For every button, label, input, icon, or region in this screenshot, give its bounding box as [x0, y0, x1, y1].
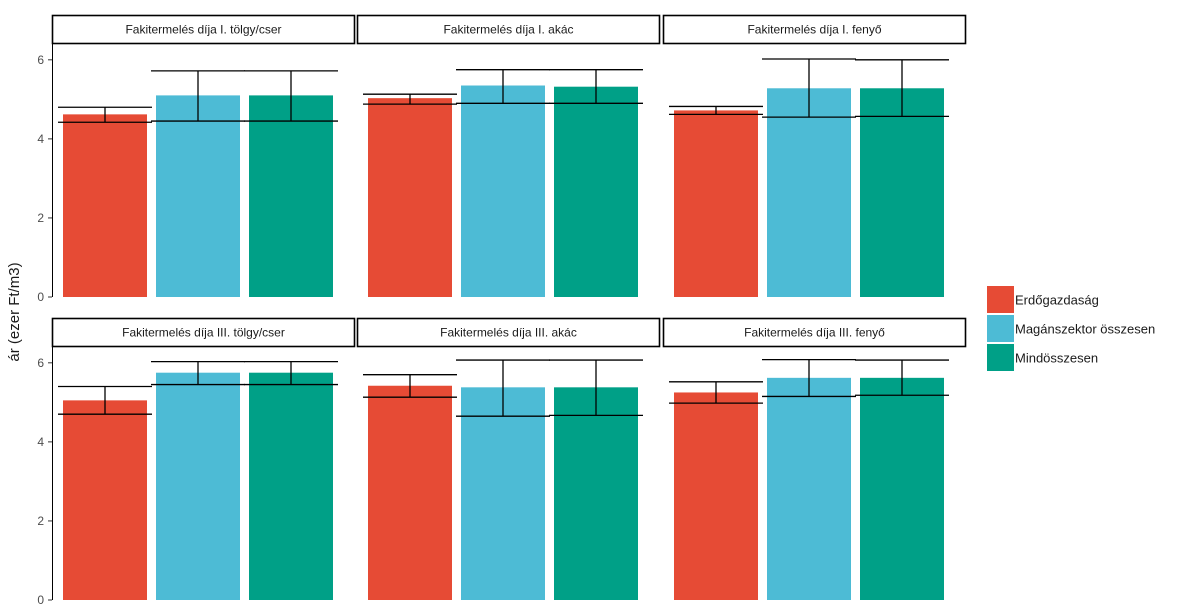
legend-label: Mindösszesen: [1015, 351, 1098, 366]
error-bar: [456, 69, 550, 104]
y-tick-label: 6: [37, 356, 44, 370]
facet-fakitermeles-dija-i-tolgy-cser: Fakitermelés díja I. tölgy/cser 0 2 4 6: [37, 14, 356, 304]
y-axis-label: ár (ezer Ft/m3): [6, 262, 23, 361]
legend-swatch: [987, 315, 1014, 342]
y-tick-label: 2: [37, 211, 44, 225]
facet-fakitermeles-dija-i-akac: Fakitermelés díja I. akác: [356, 14, 661, 298]
facet-title: Fakitermelés díja III. akác: [440, 326, 577, 340]
error-bar: [151, 70, 245, 122]
facet-strip: [51, 14, 356, 45]
bar-mindosszesen: [860, 377, 944, 600]
error-bar: [549, 359, 643, 417]
error-bar: [151, 360, 245, 386]
error-bar: [363, 374, 457, 398]
bar-erdogazdasag: [674, 110, 758, 297]
legend: Erdőgazdaság Magánszektor összesen Mindöss…: [987, 286, 1155, 371]
error-bar: [244, 70, 338, 122]
legend-item-mindosszesen: Mindösszesen: [987, 344, 1098, 371]
y-tick-label: 0: [37, 593, 44, 607]
y-axis: 0 2 4 6: [37, 347, 53, 607]
legend-label: Magánszektor összesen: [1015, 322, 1155, 337]
error-bar: [549, 69, 643, 104]
error-bar: [762, 358, 856, 398]
bar-mindosszesen: [249, 372, 333, 600]
legend-swatch: [987, 344, 1014, 371]
y-tick-label: 2: [37, 514, 44, 528]
error-bar: [244, 360, 338, 386]
y-tick-label: 4: [37, 132, 44, 146]
legend-item-maganszektor-osszesen: Magánszektor összesen: [987, 315, 1155, 342]
facet-title: Fakitermelés díja I. tölgy/cser: [125, 23, 281, 37]
bar-mindosszesen: [554, 86, 638, 297]
error-bar: [669, 105, 763, 116]
error-bar: [58, 385, 152, 415]
facet-strip: [662, 14, 967, 45]
facet-title: Fakitermelés díja I. akác: [443, 23, 573, 37]
facet-title: Fakitermelés díja I. fenyő: [747, 23, 881, 37]
bar-maganszektor-osszesen: [156, 372, 240, 600]
bar-maganszektor-osszesen: [461, 387, 545, 600]
facet-fakitermeles-dija-iii-akac: Fakitermelés díja III. akác: [356, 317, 661, 600]
bar-erdogazdasag: [368, 385, 452, 600]
bar-erdogazdasag: [368, 98, 452, 298]
legend-label: Erdőgazdaság: [1015, 293, 1099, 308]
facet-fakitermeles-dija-i-fenyo: Fakitermelés díja I. fenyő: [662, 14, 967, 298]
bar-maganszektor-osszesen: [767, 377, 851, 600]
bar-mindosszesen: [249, 95, 333, 297]
y-tick-label: 6: [37, 53, 44, 67]
bar-erdogazdasag: [674, 392, 758, 600]
bar-erdogazdasag: [63, 400, 147, 600]
bar-maganszektor-osszesen: [461, 85, 545, 297]
facet-strip: [662, 317, 967, 348]
error-bar: [855, 359, 949, 396]
bar-mindosszesen: [860, 88, 944, 298]
facet-strip: [356, 317, 661, 348]
legend-swatch: [987, 286, 1014, 313]
facet-panels: Fakitermelés díja I. tölgy/cser0246Fakit…: [37, 14, 967, 607]
bar-erdogazdasag: [63, 114, 147, 297]
bar-maganszektor-osszesen: [156, 95, 240, 297]
facet-strip: [51, 317, 356, 348]
facet-strip: [356, 14, 661, 45]
legend-item-erdogazdasag: Erdőgazdaság: [987, 286, 1099, 313]
error-bar: [363, 93, 457, 105]
facet-title: Fakitermelés díja III. tölgy/cser: [122, 326, 285, 340]
bar-maganszektor-osszesen: [767, 88, 851, 298]
facet-fakitermeles-dija-iii-fenyo: Fakitermelés díja III. fenyő: [662, 317, 967, 600]
bar-mindosszesen: [554, 387, 638, 600]
error-bar: [58, 106, 152, 123]
error-bar: [669, 381, 763, 404]
y-tick-label: 0: [37, 290, 44, 304]
y-tick-label: 4: [37, 435, 44, 449]
facet-fakitermeles-dija-iii-tolgy-cser: Fakitermelés díja III. tölgy/cser 0 2 4 6: [37, 317, 356, 607]
facet-title: Fakitermelés díja III. fenyő: [744, 326, 885, 340]
error-bar: [456, 359, 550, 417]
error-bar: [855, 59, 949, 117]
error-bar: [762, 58, 856, 118]
y-axis: 0 2 4 6: [37, 44, 53, 304]
